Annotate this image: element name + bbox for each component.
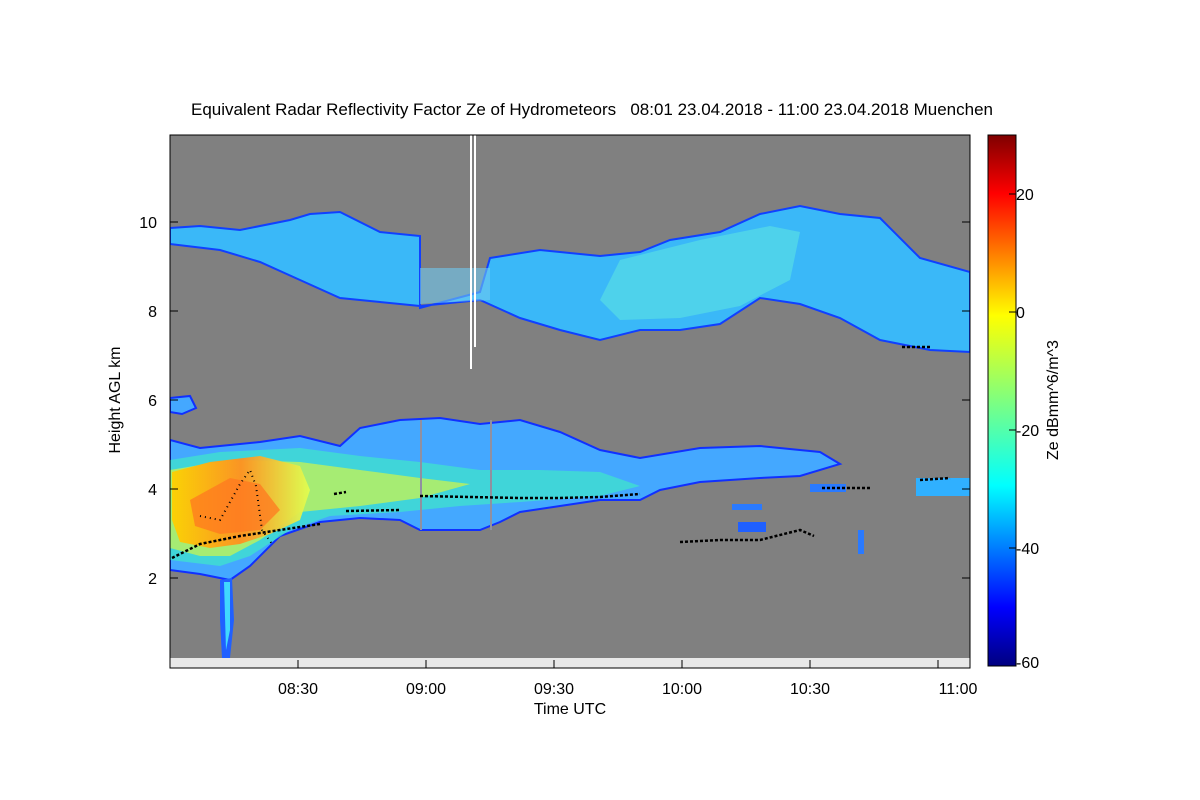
band-edge-2	[490, 420, 492, 530]
x-tick-label: 09:30	[534, 681, 574, 698]
band-edge	[420, 420, 422, 530]
y-tick-label: 10	[139, 215, 157, 232]
y-tick-label: 8	[148, 304, 157, 321]
x-tick-label: 08:30	[278, 681, 318, 698]
cell-d	[738, 522, 766, 532]
y-axis	[170, 221, 970, 579]
x-tick-label: 11:00	[939, 681, 978, 698]
x-tick-label: 10:00	[662, 681, 702, 698]
y-tick-label: 2	[148, 571, 157, 588]
colorbar	[987, 134, 1017, 667]
colorbar-tick-label: 20	[1016, 187, 1034, 204]
colorbar-tick-label: -20	[1016, 423, 1039, 440]
ground-strip	[170, 658, 970, 668]
y-axis-label: Height AGL km	[107, 346, 124, 453]
upper-cloud-band	[420, 268, 490, 304]
data-gap-line-2	[474, 135, 476, 347]
x-tick-label: 09:00	[406, 681, 446, 698]
colorbar-tick-label: 0	[1016, 305, 1025, 322]
colorbar-tick-label: -40	[1016, 541, 1039, 558]
x-tick-label: 10:30	[790, 681, 830, 698]
data-gap-line	[470, 135, 472, 369]
y-tick-label: 4	[148, 482, 157, 499]
core-base-scatter	[199, 467, 273, 545]
plot-frame	[169, 134, 971, 669]
cell-a	[732, 504, 762, 510]
fall-streak-core	[224, 582, 230, 650]
x-axis-label: Time UTC	[534, 701, 606, 718]
reflectivity-field	[170, 135, 970, 668]
colorbar-label: Ze dBmm^6/m^3	[1045, 340, 1062, 460]
cell-e	[858, 530, 864, 554]
precip-core-hot	[190, 478, 280, 534]
x-axis	[297, 660, 939, 668]
cell-c	[916, 478, 970, 496]
colorbar-ticks	[1009, 193, 1016, 667]
chart-title: Equivalent Radar Reflectivity Factor Ze …	[191, 100, 993, 119]
colorbar-tick-label: -60	[1016, 655, 1039, 672]
upper-cloud-inner	[600, 226, 800, 320]
y-tick-label: 6	[148, 393, 157, 410]
cloud-base-line	[171, 345, 951, 560]
